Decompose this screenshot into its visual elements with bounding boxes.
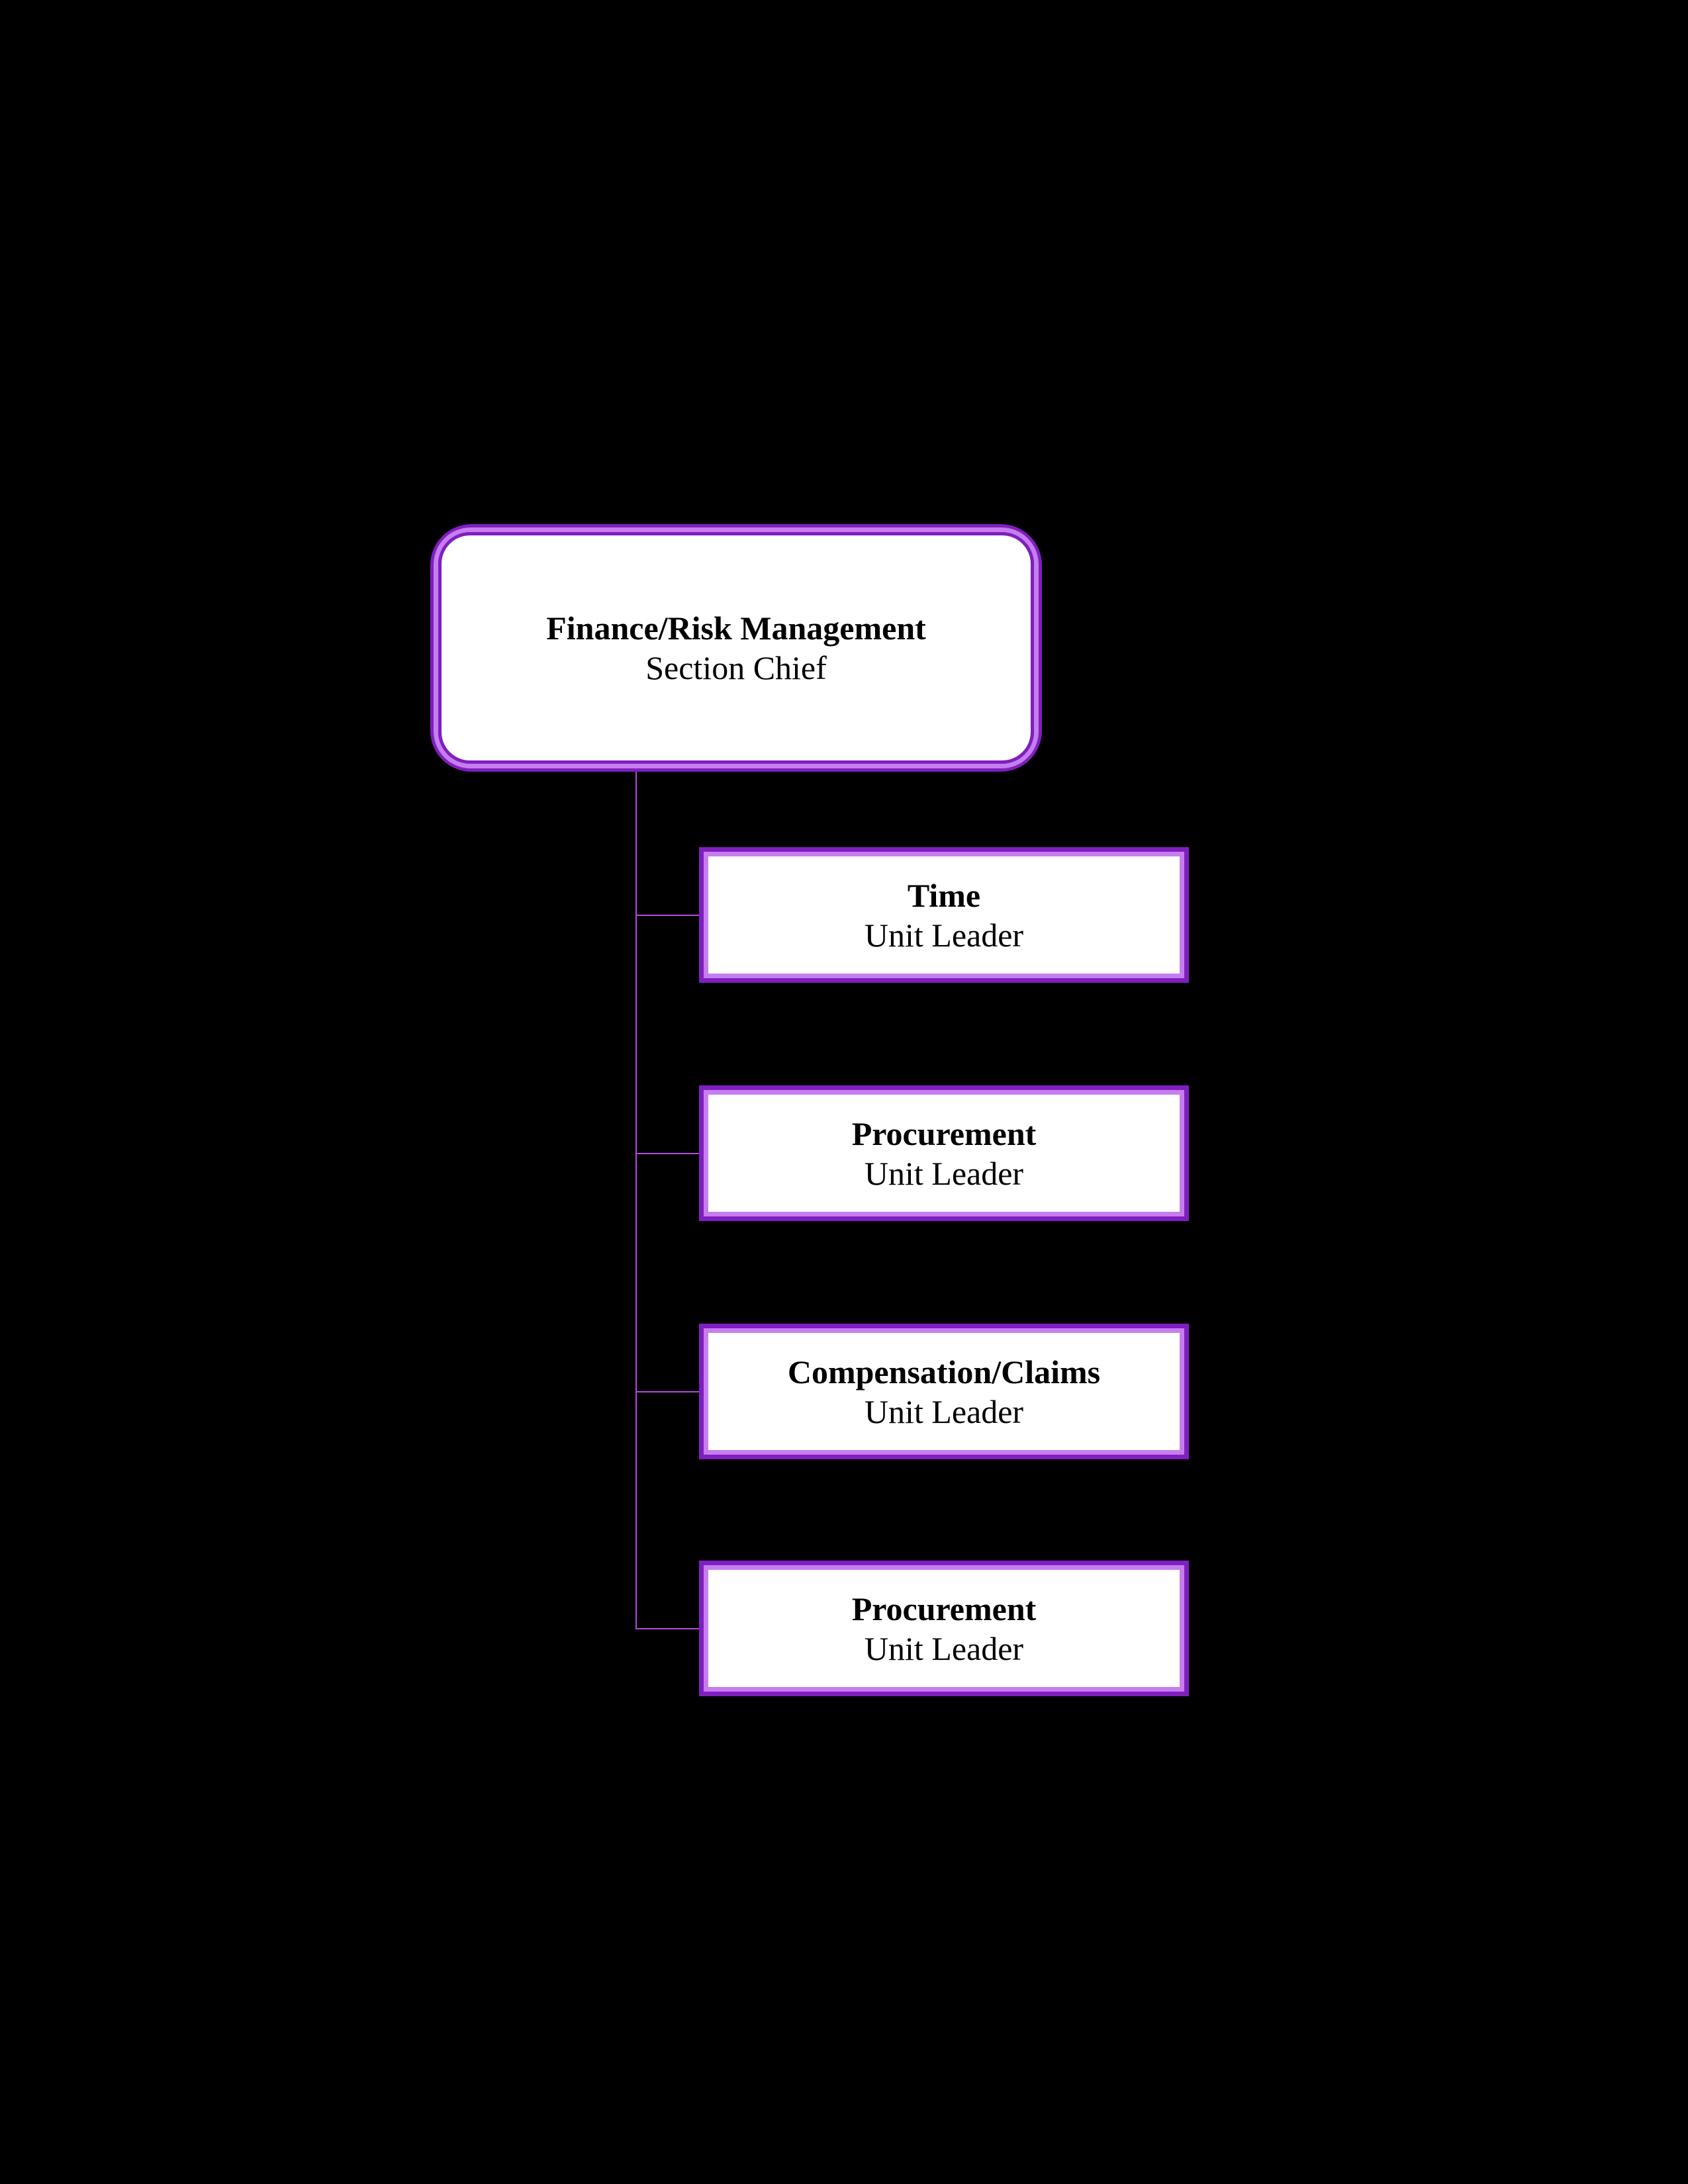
child-node-compensation-inner: Compensation/Claims Unit Leader [704,1328,1184,1455]
child-subtitle: Unit Leader [865,1629,1023,1668]
root-node: Finance/Risk Management Section Chief [430,524,1042,772]
child-node-procurement-2-inner: Procurement Unit Leader [704,1565,1184,1692]
child-node-procurement-1-inner: Procurement Unit Leader [704,1090,1184,1216]
child-subtitle: Unit Leader [865,1154,1023,1193]
child-title: Compensation/Claims [788,1352,1100,1392]
org-chart-canvas: Finance/Risk Management Section Chief Ti… [0,0,1688,2184]
child-title: Procurement [852,1114,1037,1154]
child-node-procurement-2: Procurement Unit Leader [699,1561,1189,1696]
child-title: Time [908,876,980,915]
root-title: Finance/Risk Management [546,608,926,648]
child-title: Procurement [852,1589,1037,1629]
connector-branch-3 [635,1628,699,1629]
root-subtitle: Section Chief [645,648,827,688]
child-node-time-inner: Time Unit Leader [704,852,1184,978]
child-subtitle: Unit Leader [865,915,1023,955]
root-node-mid: Finance/Risk Management Section Chief [434,527,1039,768]
child-node-compensation: Compensation/Claims Unit Leader [699,1324,1189,1459]
child-subtitle: Unit Leader [865,1392,1023,1432]
child-node-time: Time Unit Leader [699,847,1189,983]
child-node-procurement-1: Procurement Unit Leader [699,1085,1189,1221]
root-node-inner: Finance/Risk Management Section Chief [438,532,1034,764]
connector-branch-2 [635,1391,699,1392]
connector-branch-1 [635,1153,699,1154]
connector-trunk [635,772,637,1628]
connector-branch-0 [635,915,699,916]
